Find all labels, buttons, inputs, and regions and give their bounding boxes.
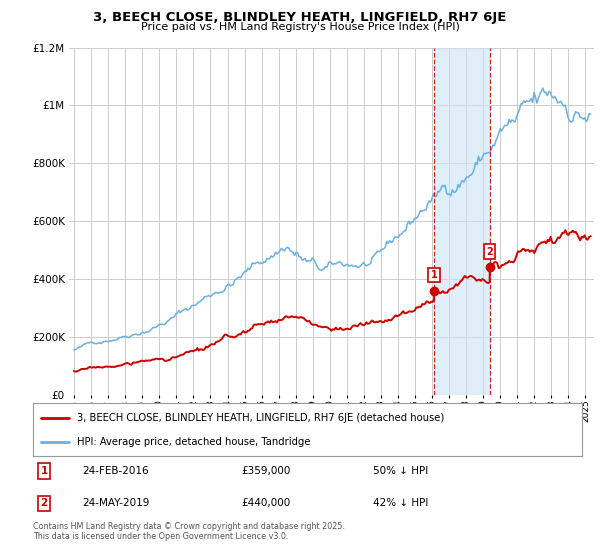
Text: 24-MAY-2019: 24-MAY-2019	[82, 498, 150, 508]
Text: £440,000: £440,000	[242, 498, 291, 508]
Text: 42% ↓ HPI: 42% ↓ HPI	[373, 498, 429, 508]
Bar	[434, 48, 490, 395]
Text: 3, BEECH CLOSE, BLINDLEY HEATH, LINGFIELD, RH7 6JE: 3, BEECH CLOSE, BLINDLEY HEATH, LINGFIEL…	[94, 11, 506, 24]
Text: 2: 2	[40, 498, 47, 508]
Text: 1: 1	[40, 466, 47, 476]
Text: 1: 1	[431, 270, 437, 280]
Text: 50% ↓ HPI: 50% ↓ HPI	[373, 466, 428, 476]
Text: Price paid vs. HM Land Registry's House Price Index (HPI): Price paid vs. HM Land Registry's House …	[140, 22, 460, 32]
Text: 24-FEB-2016: 24-FEB-2016	[82, 466, 149, 476]
Text: £359,000: £359,000	[242, 466, 291, 476]
Text: 2: 2	[487, 246, 493, 256]
Text: HPI: Average price, detached house, Tandridge: HPI: Average price, detached house, Tand…	[77, 437, 310, 447]
Text: 3, BEECH CLOSE, BLINDLEY HEATH, LINGFIELD, RH7 6JE (detached house): 3, BEECH CLOSE, BLINDLEY HEATH, LINGFIEL…	[77, 413, 444, 423]
Text: Contains HM Land Registry data © Crown copyright and database right 2025.
This d: Contains HM Land Registry data © Crown c…	[33, 522, 345, 542]
